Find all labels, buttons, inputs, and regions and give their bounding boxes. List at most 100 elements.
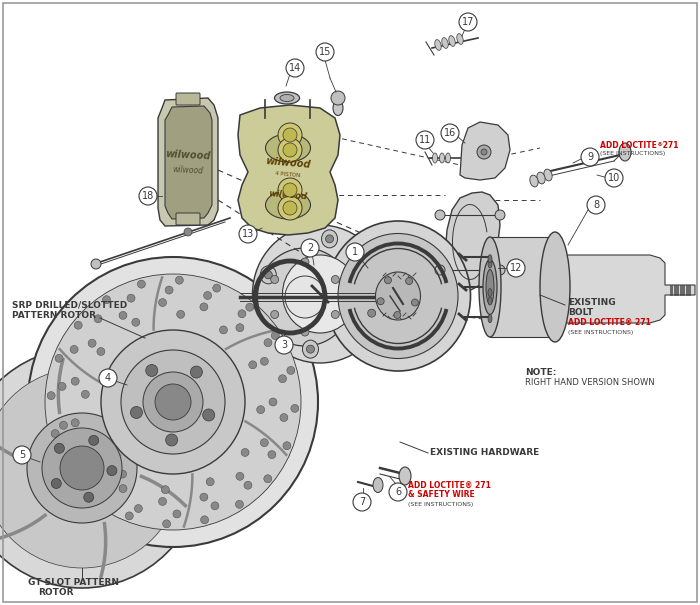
Circle shape <box>89 436 99 445</box>
Circle shape <box>162 520 171 528</box>
Circle shape <box>301 328 309 336</box>
Circle shape <box>416 131 434 149</box>
Ellipse shape <box>258 248 353 346</box>
Circle shape <box>307 345 314 353</box>
Text: 4: 4 <box>105 373 111 383</box>
Ellipse shape <box>486 269 494 304</box>
Circle shape <box>0 368 182 568</box>
Polygon shape <box>490 237 555 337</box>
Circle shape <box>55 443 64 453</box>
Text: 271: 271 <box>660 141 678 150</box>
Ellipse shape <box>619 143 631 161</box>
Circle shape <box>71 419 79 427</box>
Text: ®: ® <box>656 142 662 147</box>
Circle shape <box>275 336 293 354</box>
Polygon shape <box>490 255 695 323</box>
Circle shape <box>28 257 318 547</box>
Polygon shape <box>460 122 510 180</box>
Circle shape <box>278 123 302 147</box>
Ellipse shape <box>399 467 411 485</box>
Circle shape <box>459 13 477 31</box>
Circle shape <box>265 271 272 279</box>
Circle shape <box>158 298 167 307</box>
Text: 6: 6 <box>395 487 401 497</box>
Circle shape <box>605 169 623 187</box>
Circle shape <box>405 278 412 284</box>
Circle shape <box>241 448 249 457</box>
Circle shape <box>200 303 208 311</box>
Ellipse shape <box>283 255 358 333</box>
Circle shape <box>200 493 208 501</box>
Circle shape <box>260 439 268 446</box>
Ellipse shape <box>537 172 545 184</box>
Circle shape <box>283 201 297 215</box>
Ellipse shape <box>488 289 492 296</box>
Circle shape <box>278 196 302 220</box>
Circle shape <box>130 407 143 419</box>
Circle shape <box>346 243 364 261</box>
Circle shape <box>257 406 265 414</box>
Circle shape <box>272 332 279 339</box>
Circle shape <box>173 510 181 518</box>
Text: EXISTING: EXISTING <box>568 298 615 307</box>
Circle shape <box>287 367 295 374</box>
Circle shape <box>235 500 244 508</box>
Circle shape <box>127 294 135 302</box>
Circle shape <box>89 435 97 443</box>
Text: RIGHT HAND VERSION SHOWN: RIGHT HAND VERSION SHOWN <box>525 378 654 387</box>
Circle shape <box>271 275 279 284</box>
Circle shape <box>158 497 167 505</box>
Circle shape <box>283 128 297 142</box>
Ellipse shape <box>326 221 470 371</box>
Circle shape <box>213 284 220 292</box>
Circle shape <box>331 310 340 318</box>
Ellipse shape <box>364 304 379 322</box>
Circle shape <box>42 428 122 508</box>
Text: 11: 11 <box>419 135 431 145</box>
Circle shape <box>477 145 491 159</box>
Circle shape <box>279 374 286 383</box>
Circle shape <box>66 465 75 473</box>
Circle shape <box>331 91 345 105</box>
Ellipse shape <box>302 340 318 358</box>
Circle shape <box>70 345 78 353</box>
Circle shape <box>220 326 228 334</box>
Circle shape <box>60 446 104 490</box>
Circle shape <box>435 210 445 220</box>
Circle shape <box>107 466 117 476</box>
FancyBboxPatch shape <box>176 213 200 225</box>
Ellipse shape <box>488 255 492 263</box>
Ellipse shape <box>375 272 421 320</box>
Circle shape <box>99 369 117 387</box>
Circle shape <box>74 457 82 465</box>
Text: 12: 12 <box>510 263 522 273</box>
Circle shape <box>441 124 459 142</box>
Circle shape <box>74 321 82 329</box>
Circle shape <box>134 505 142 512</box>
Circle shape <box>248 361 257 369</box>
Text: ROTOR: ROTOR <box>38 588 74 597</box>
Text: SRP DRILLED/SLOTTED: SRP DRILLED/SLOTTED <box>12 301 127 310</box>
Ellipse shape <box>265 191 311 219</box>
Text: (SEE INSTRUCTIONS): (SEE INSTRUCTIONS) <box>600 151 665 156</box>
Circle shape <box>45 274 301 530</box>
Circle shape <box>13 446 31 464</box>
Text: GT SLOT PATTERN: GT SLOT PATTERN <box>28 578 119 587</box>
Circle shape <box>176 310 185 318</box>
Circle shape <box>88 457 96 465</box>
Polygon shape <box>158 98 218 226</box>
Text: wilwood: wilwood <box>268 189 308 201</box>
Circle shape <box>264 475 272 483</box>
Circle shape <box>260 358 268 365</box>
Ellipse shape <box>445 153 451 163</box>
Circle shape <box>184 228 192 236</box>
Circle shape <box>286 59 304 77</box>
Ellipse shape <box>260 266 276 284</box>
Text: 3: 3 <box>281 340 287 350</box>
Text: 16: 16 <box>444 128 456 138</box>
Circle shape <box>119 312 127 319</box>
Text: wilwood: wilwood <box>265 156 311 170</box>
Circle shape <box>246 303 254 311</box>
Text: 17: 17 <box>462 17 474 27</box>
Ellipse shape <box>321 230 337 248</box>
